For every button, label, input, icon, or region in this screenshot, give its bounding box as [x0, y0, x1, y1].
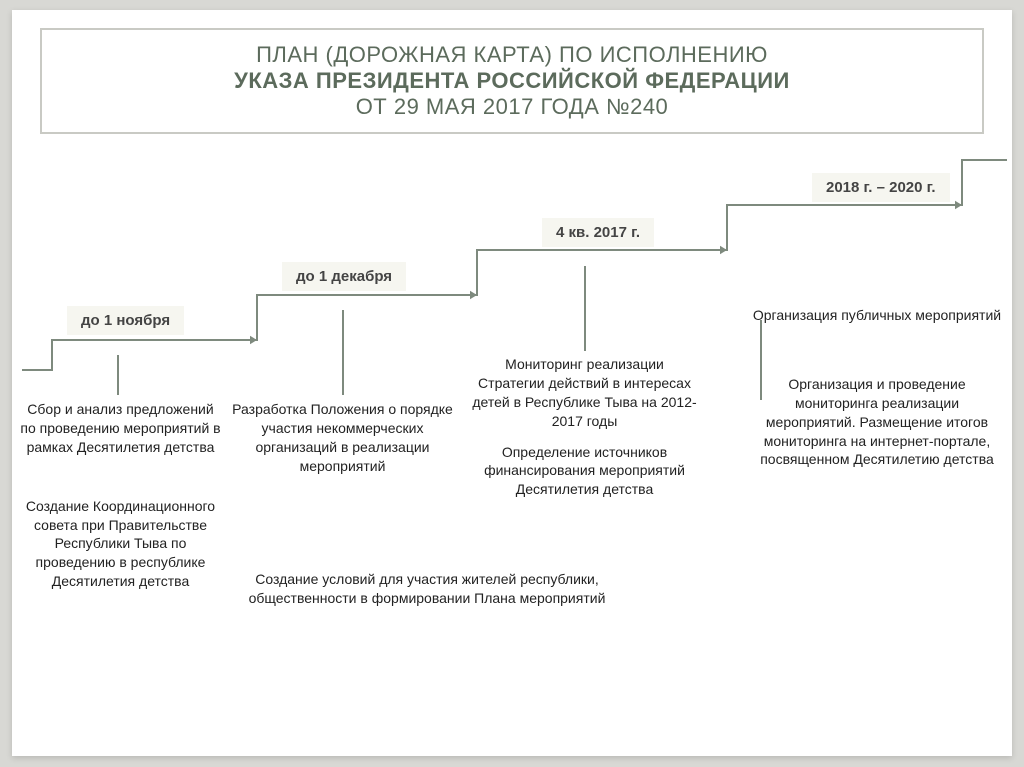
c3-p1: Мониторинг реализации Стратегии действий…: [472, 355, 697, 431]
title-line-3: ОТ 29 МАЯ 2017 ГОДА №240: [62, 94, 962, 120]
vbar-1: [117, 355, 119, 395]
c4-p1: Организация публичных мероприятий: [752, 306, 1002, 325]
step-label-1: до 1 ноября: [67, 306, 184, 335]
title-line-1: ПЛАН (ДОРОЖНАЯ КАРТА) ПО ИСПОЛНЕНИЮ: [62, 42, 962, 68]
c4-p2: Организация и проведение мониторинга реа…: [752, 375, 1002, 469]
c1-p1: Сбор и анализ предложений по проведению …: [18, 400, 223, 457]
c2-p1: Разработка Положения о порядке участия н…: [230, 400, 455, 476]
vbar-2: [342, 310, 344, 395]
c5-p1: Создание условий для участия жителей рес…: [217, 570, 637, 608]
step-label-2: до 1 декабря: [282, 262, 406, 291]
content-col-3: Мониторинг реализации Стратегии действий…: [472, 355, 697, 511]
step-label-4: 2018 г. – 2020 г.: [812, 173, 950, 202]
content-col-1: Сбор и анализ предложений по проведению …: [18, 400, 223, 603]
slide-frame: ПЛАН (ДОРОЖНАЯ КАРТА) ПО ИСПОЛНЕНИЮ УКАЗ…: [12, 10, 1012, 756]
content-col-4: Организация публичных мероприятий Органи…: [752, 306, 1002, 481]
content-bottom: Создание условий для участия жителей рес…: [217, 570, 637, 620]
title-box: ПЛАН (ДОРОЖНАЯ КАРТА) ПО ИСПОЛНЕНИЮ УКАЗ…: [40, 28, 984, 134]
title-line-2: УКАЗА ПРЕЗИДЕНТА РОССИЙСКОЙ ФЕДЕРАЦИИ: [62, 68, 962, 94]
vbar-3: [584, 266, 586, 351]
content-col-2: Разработка Положения о порядке участия н…: [230, 400, 455, 488]
c1-p2: Создание Координационного совета при Пра…: [18, 497, 223, 591]
c3-p2: Определение источников финансирования ме…: [472, 443, 697, 500]
step-label-3: 4 кв. 2017 г.: [542, 218, 654, 247]
